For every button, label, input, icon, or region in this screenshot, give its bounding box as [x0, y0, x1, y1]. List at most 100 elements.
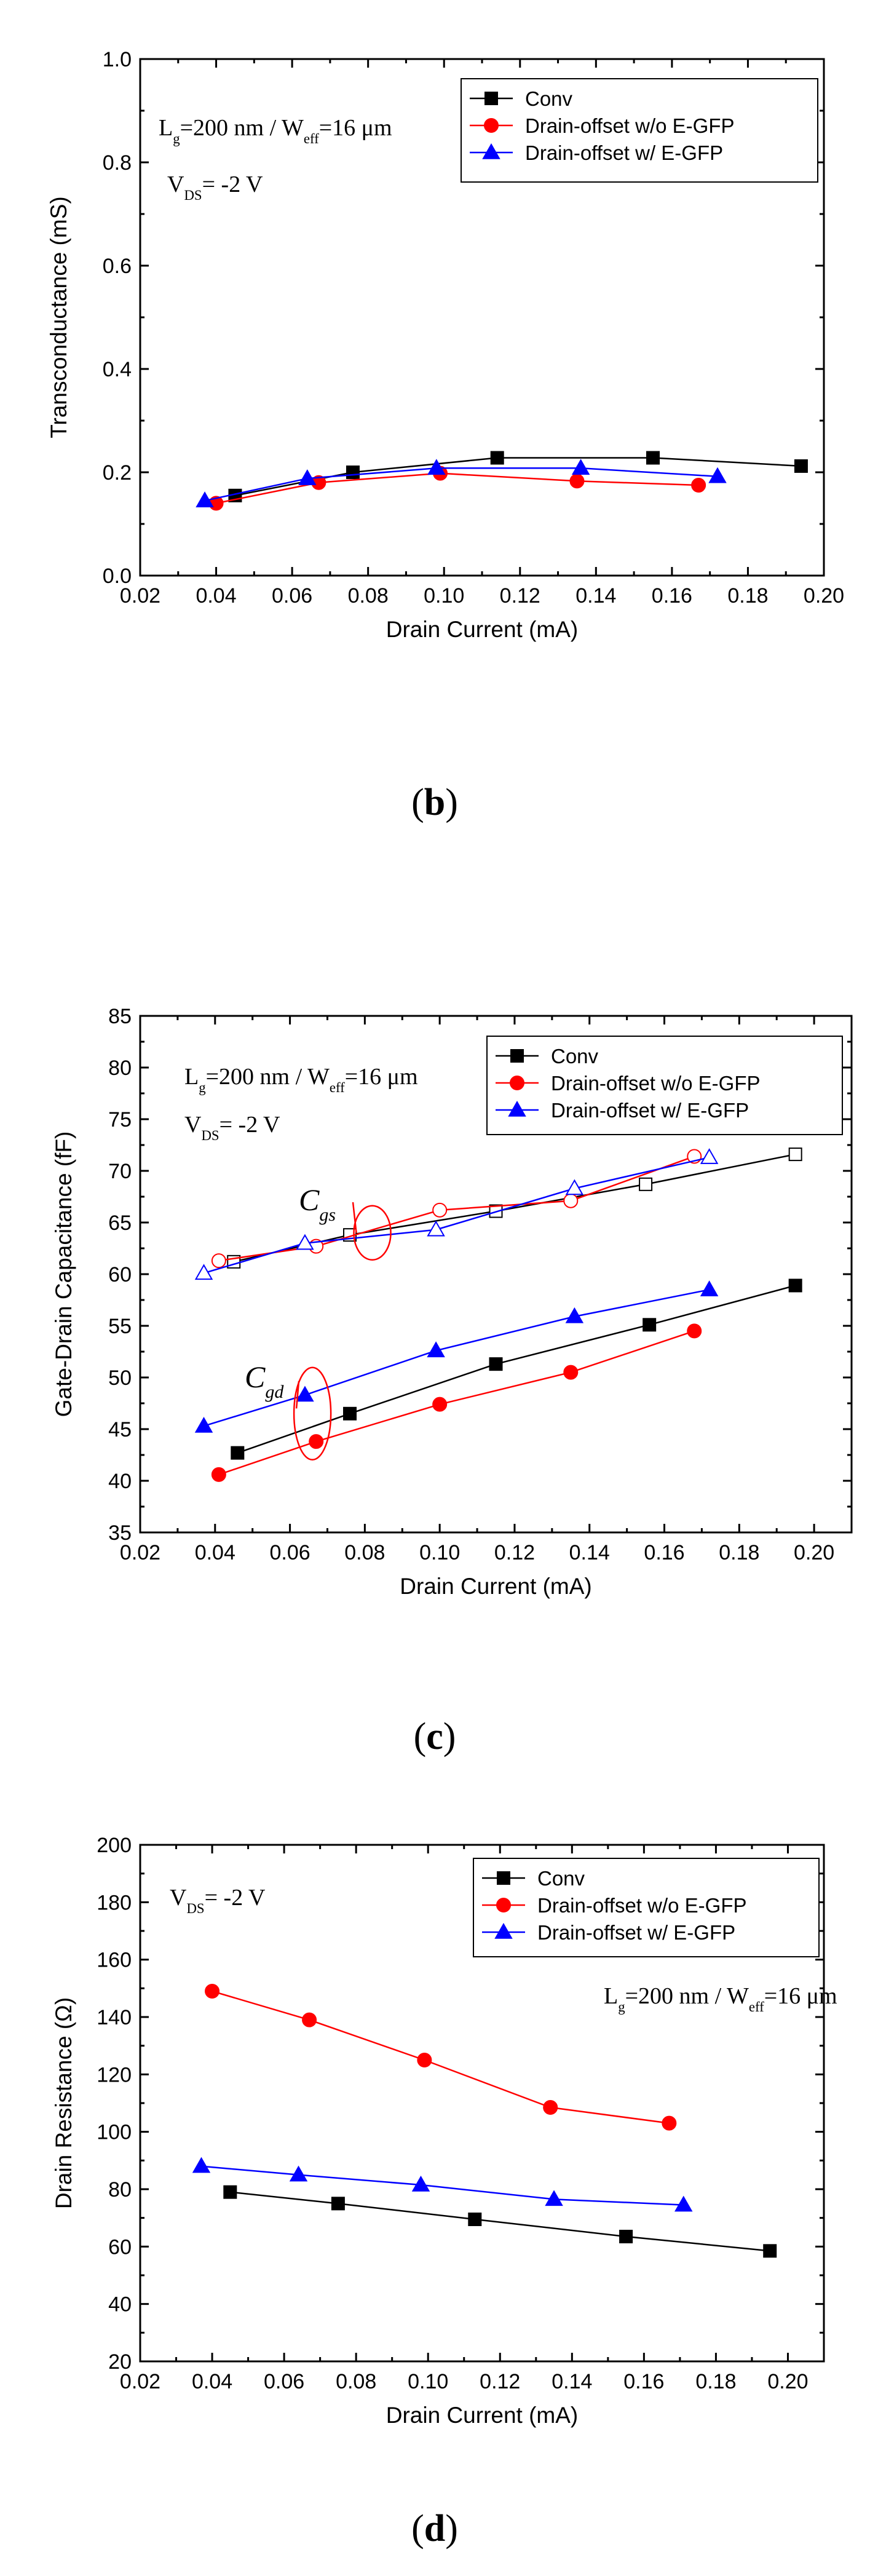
legend-marker: [497, 1871, 510, 1885]
series-line: [237, 1285, 796, 1454]
series-point: [687, 1323, 702, 1339]
series-point: [346, 466, 360, 479]
series-point: [298, 469, 317, 485]
series-point: [231, 1446, 245, 1460]
series-cgs-point: [211, 1253, 226, 1269]
y-tick-label: 65: [108, 1211, 132, 1235]
y-tick-label: 200: [97, 1834, 132, 1857]
x-axis-title: Drain Current (mA): [386, 617, 579, 642]
y-tick-label: 140: [97, 2006, 132, 2029]
cgd-annotation: Cgd: [245, 1360, 284, 1402]
legend-label: Conv: [551, 1045, 599, 1068]
x-tick-label: 0.04: [195, 1541, 235, 1564]
series-point: [468, 2213, 482, 2226]
y-tick-label: 35: [108, 1521, 132, 1545]
series-cgs-point: [432, 1202, 448, 1218]
x-tick-label: 0.20: [767, 2370, 808, 2393]
x-tick-label: 0.02: [120, 1541, 160, 1564]
x-tick-label: 0.20: [804, 584, 844, 608]
series-cgs-point: [565, 1179, 584, 1195]
x-tick-label: 0.20: [794, 1541, 834, 1564]
x-tick-label: 0.18: [719, 1541, 759, 1564]
y-axis-title: Drain Resistance (Ω): [51, 1997, 76, 2209]
y-tick-label: 160: [97, 1949, 132, 1972]
series-cgs-point: [563, 1193, 579, 1208]
y-tick-label: 180: [97, 1891, 132, 1914]
legend-label: Drain-offset w/o E-GFP: [537, 1894, 747, 1917]
series-cgs-point: [427, 1220, 445, 1237]
legend-label: Drain-offset w/o E-GFP: [525, 114, 735, 137]
series-point: [427, 1341, 445, 1358]
series-point: [289, 2165, 308, 2182]
legend-label: Conv: [525, 87, 573, 110]
series-point: [194, 1416, 213, 1433]
series-point: [543, 2100, 558, 2115]
y-tick-label: 60: [108, 2235, 132, 2259]
x-tick-label: 0.12: [480, 2370, 520, 2393]
x-tick-label: 0.06: [264, 2370, 304, 2393]
series-point: [619, 2230, 633, 2243]
series-point: [343, 1406, 357, 1421]
x-tick-label: 0.12: [494, 1541, 535, 1564]
gate-length-annotation: Lg=200 nm / Weff=16 μm: [184, 1064, 418, 1095]
x-tick-label: 0.04: [192, 2370, 232, 2393]
series-point: [674, 2195, 693, 2212]
y-tick-label: 100: [97, 2121, 132, 2144]
cgd-connector: [295, 1381, 300, 1409]
series-point: [489, 1357, 503, 1371]
x-tick-label: 0.18: [695, 2370, 736, 2393]
y-tick-label: 120: [97, 2063, 132, 2087]
x-tick-label: 0.14: [575, 584, 616, 608]
legend-box: [486, 1036, 843, 1135]
series-point: [309, 1434, 324, 1449]
y-tick-label: 60: [108, 1263, 132, 1286]
x-axis-title: Drain Current (mA): [400, 1574, 592, 1599]
series-point: [196, 491, 214, 507]
series-point: [331, 2197, 345, 2211]
y-axis-title: Gate-Drain Capacitance (fF): [51, 1131, 76, 1417]
x-tick-label: 0.02: [120, 2370, 160, 2393]
x-tick-label: 0.14: [569, 1541, 610, 1564]
series-cgs-point: [700, 1148, 719, 1164]
x-tick-label: 0.06: [272, 584, 312, 608]
panel-b-chart: 0.02 0.04 0.06 0.08 0.10 0.12 0.14 0.16 0.18 0.20…: [46, 48, 844, 642]
x-tick-label: 0.16: [644, 1541, 684, 1564]
legend-box: [461, 78, 818, 183]
y-tick-label: 85: [108, 1005, 132, 1028]
x-tick-label: 0.04: [196, 584, 236, 608]
series-cgs-point: [639, 1177, 653, 1191]
series-point: [571, 459, 590, 475]
x-axis-title: Drain Current (mA): [386, 2403, 579, 2428]
y-tick-label: 1.0: [103, 48, 132, 71]
series-point: [691, 478, 706, 493]
legend-box: [473, 1858, 820, 1957]
vds-annotation: VDS= -2 V: [170, 1885, 266, 1916]
vds-annotation: VDS= -2 V: [167, 172, 263, 203]
series-line: [204, 1288, 710, 1427]
y-tick-label: 0.0: [103, 565, 132, 588]
legend-marker: [494, 1922, 513, 1939]
y-tick-label: 40: [108, 2293, 132, 2316]
y-tick-label: 20: [108, 2350, 132, 2374]
legend-marker: [482, 143, 500, 159]
x-tick-label: 0.10: [424, 584, 464, 608]
series-point: [545, 2190, 563, 2206]
y-tick-label: 70: [108, 1160, 132, 1183]
series-point: [417, 2053, 432, 2067]
legend-label: Drain-offset w/o E-GFP: [551, 1072, 761, 1095]
series-line: [204, 467, 718, 502]
legend-label: Drain-offset w/ E-GFP: [551, 1099, 749, 1122]
x-tick-label: 0.12: [500, 584, 540, 608]
x-tick-label: 0.08: [348, 584, 389, 608]
series-point: [411, 2175, 430, 2192]
series-line: [216, 472, 699, 504]
cgd-ellipse: [293, 1366, 332, 1461]
series-cgs-point: [788, 1147, 802, 1162]
panel-label-b: (b): [411, 782, 458, 823]
cgs-connector: [352, 1202, 357, 1233]
legend-label: Conv: [537, 1867, 585, 1890]
series-line: [230, 2191, 770, 2252]
gate-length-annotation: Lg=200 nm / Weff=16 μm: [159, 115, 392, 146]
panel-c-chart: 0.02 0.04 0.06 0.08 0.10 0.12 0.14 0.16 0.18 0.20…: [51, 1005, 853, 1599]
